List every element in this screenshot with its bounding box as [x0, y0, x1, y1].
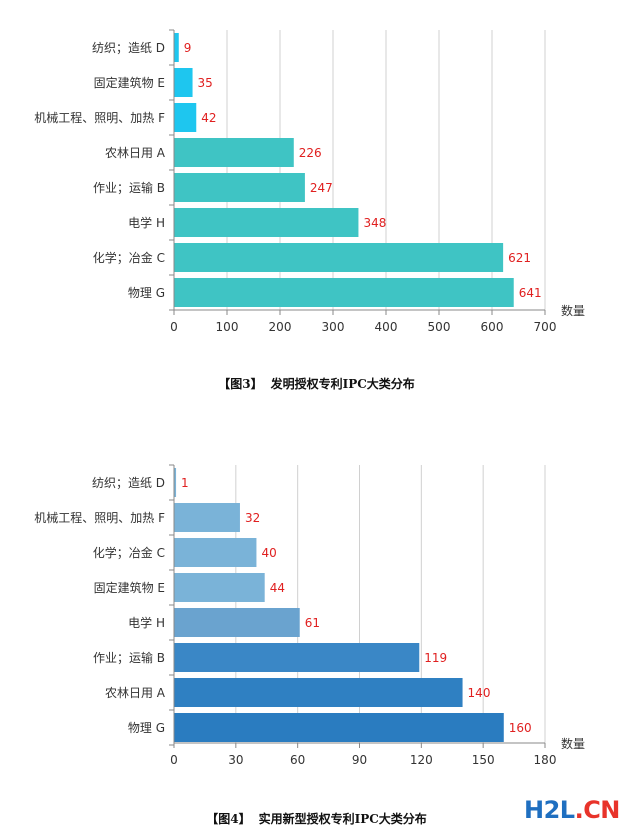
chart2-x-tick-label: 60 — [290, 753, 305, 767]
chart2-data-label: 40 — [261, 546, 276, 560]
chart2-category-label: 农林日用 A — [105, 686, 166, 700]
chart1-bar — [174, 173, 305, 202]
chart1-data-label: 621 — [508, 251, 531, 265]
chart2-data-label: 119 — [424, 651, 447, 665]
watermark-text: H2L.CN — [524, 796, 620, 824]
chart1-category-label: 作业；运输 B — [93, 180, 165, 195]
chart2-caption-text: 实用新型授权专利IPC大类分布 — [258, 812, 427, 826]
chart1-data-label: 42 — [201, 111, 216, 125]
chart1-category-label: 固定建筑物 E — [94, 75, 165, 90]
chart1-x-tick-label: 0 — [170, 320, 178, 334]
chart1-category-label: 农林日用 A — [105, 146, 166, 160]
chart2-category-label: 纺织；造纸 D — [92, 476, 165, 490]
chart2-x-tick-label: 180 — [534, 753, 557, 767]
chart2-caption-number: 【图4】 — [206, 812, 251, 826]
chart2-category-label: 物理 G — [128, 721, 165, 735]
chart1-x-tick-label: 500 — [428, 320, 451, 334]
chart1-bar — [174, 103, 197, 132]
chart1-data-label: 641 — [519, 286, 542, 300]
chart2-bar — [174, 538, 257, 567]
chart2-bar — [174, 643, 420, 672]
chart2-bar — [174, 713, 504, 742]
chart2-caption: 【图4】 实用新型授权专利IPC大类分布 — [0, 810, 633, 827]
chart1-category-label: 纺织；造纸 D — [92, 41, 165, 55]
chart2-x-tick-label: 0 — [170, 753, 178, 767]
chart2-data-label: 44 — [270, 581, 285, 595]
chart2-bar — [174, 468, 177, 497]
chart1-data-label: 9 — [184, 41, 192, 55]
chart2-x-axis-title: 数量 — [561, 736, 585, 751]
chart2-x-tick-label: 120 — [410, 753, 433, 767]
chart2-x-tick-label: 30 — [228, 753, 243, 767]
chart2-category-label: 电学 H — [128, 615, 165, 630]
chart2-category-label: 固定建筑物 E — [94, 580, 165, 595]
chart2-category-label: 化学；冶金 C — [93, 545, 165, 560]
chart1-data-label: 247 — [310, 181, 333, 195]
chart1-caption: 【图3】 发明授权专利IPC大类分布 — [0, 375, 633, 392]
chart1-category-label: 物理 G — [128, 286, 165, 300]
chart1-caption-number: 【图3】 — [218, 377, 263, 391]
chart1-bar — [174, 68, 193, 97]
chart1-x-axis-title: 数量 — [561, 303, 585, 318]
chart2-bar — [174, 503, 240, 532]
chart1-bar — [174, 278, 514, 307]
chart2-x-tick-label: 90 — [352, 753, 367, 767]
chart1-x-tick-label: 300 — [322, 320, 345, 334]
chart1-category-label: 化学；冶金 C — [93, 250, 165, 265]
chart1-data-label: 226 — [299, 146, 322, 160]
chart1-category-label: 机械工程、照明、加热 F — [34, 110, 165, 125]
chart1-category-label: 电学 H — [128, 215, 165, 230]
chart2-bar — [174, 678, 463, 707]
chart2-data-label: 1 — [181, 476, 189, 490]
chart1-x-tick-label: 600 — [481, 320, 504, 334]
chart2-data-label: 160 — [509, 721, 532, 735]
chart1-x-tick-label: 700 — [534, 320, 557, 334]
chart1-data-label: 348 — [363, 216, 386, 230]
chart1-x-tick-label: 400 — [375, 320, 398, 334]
chart1-caption-text: 发明授权专利IPC大类分布 — [270, 377, 415, 391]
chart1-bar — [174, 243, 504, 272]
chart1-data-label: 35 — [198, 76, 213, 90]
chart1-bar — [174, 138, 294, 167]
chart2-x-tick-label: 150 — [472, 753, 495, 767]
chart2-data-label: 61 — [305, 616, 320, 630]
chart2-bar — [174, 608, 300, 637]
chart1-x-tick-label: 100 — [216, 320, 239, 334]
chart2-data-label: 140 — [468, 686, 491, 700]
chart2-category-label: 机械工程、照明、加热 F — [34, 510, 165, 525]
watermark-logo: H2L.CN — [524, 796, 620, 824]
chart1-x-tick-label: 200 — [269, 320, 292, 334]
chart2-bar — [174, 573, 265, 602]
chart2-category-label: 作业；运输 B — [93, 650, 165, 665]
chart1-bar — [174, 33, 179, 62]
chart1-bar — [174, 208, 359, 237]
chart2-data-label: 32 — [245, 511, 260, 525]
